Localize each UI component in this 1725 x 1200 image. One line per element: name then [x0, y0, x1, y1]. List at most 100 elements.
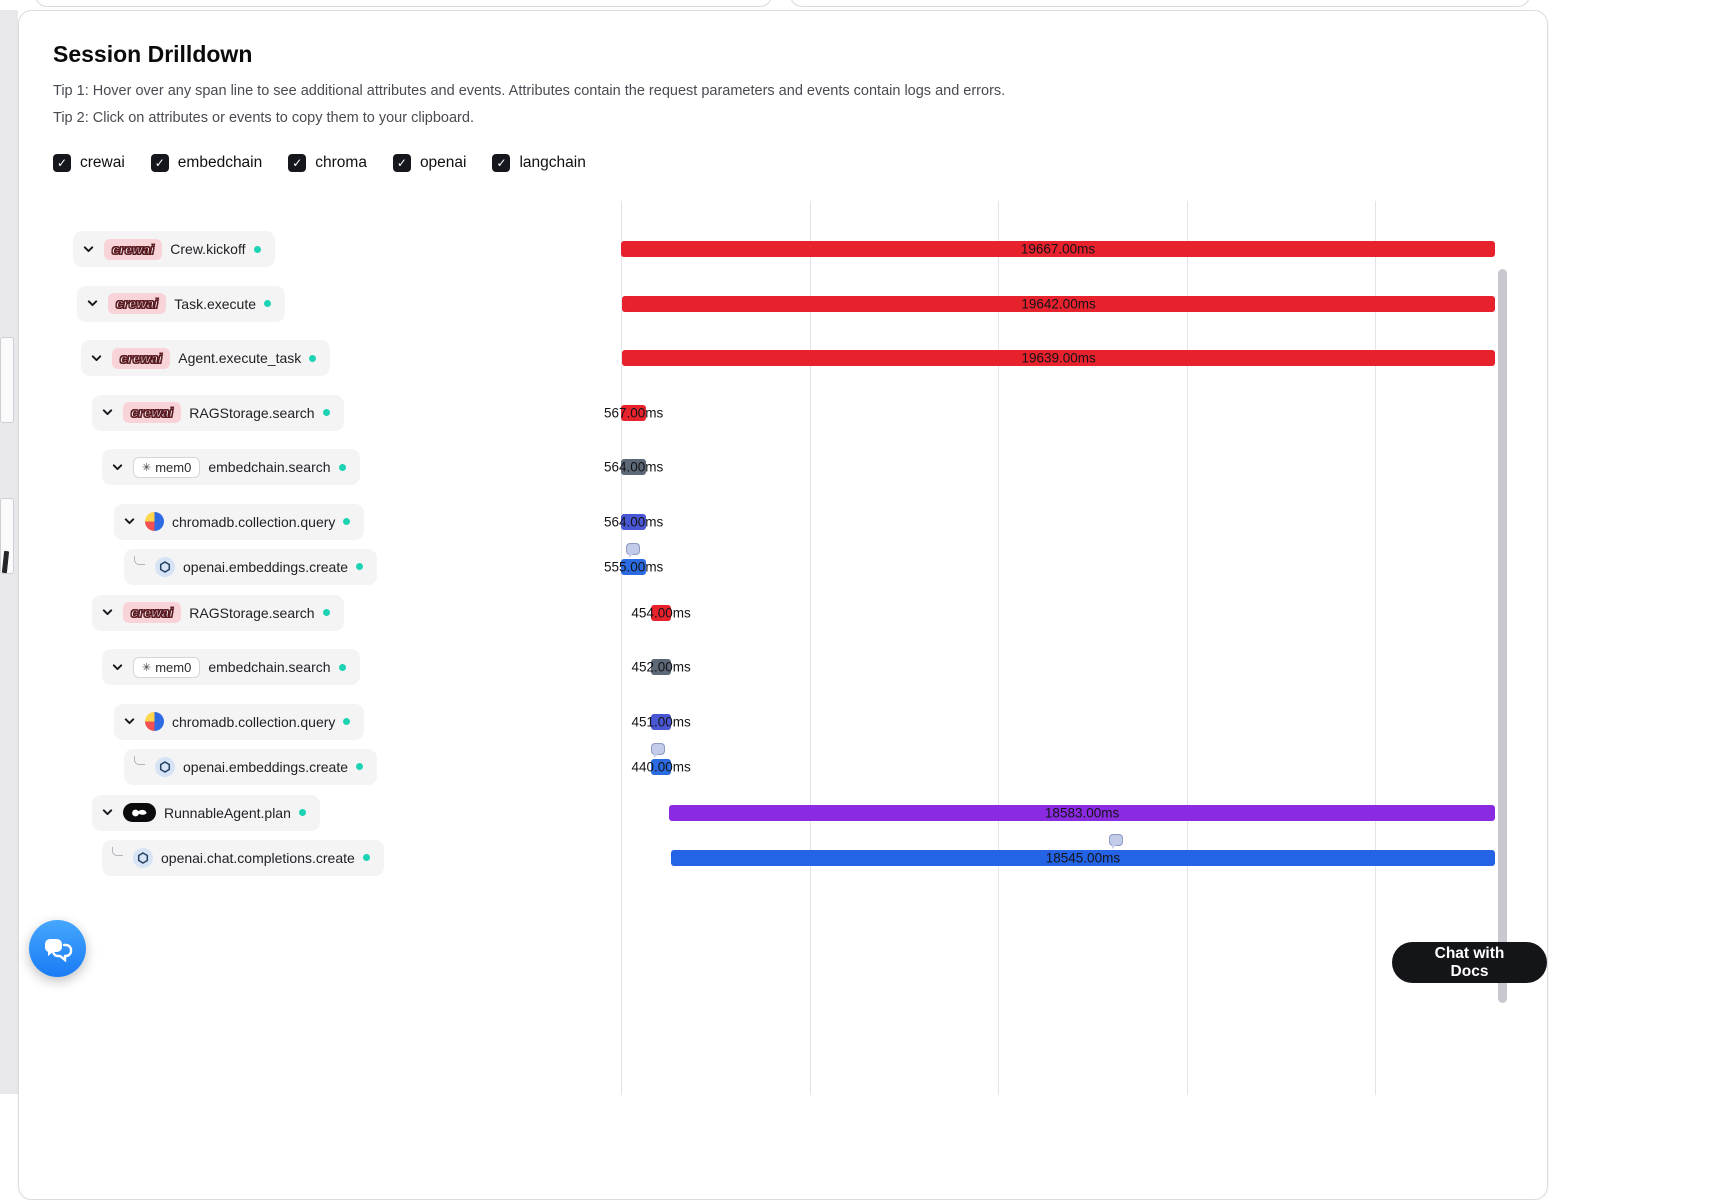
event-bubble-icon[interactable] [650, 742, 665, 758]
duration-bar[interactable]: 440.00ms [632, 758, 691, 775]
tree-elbow-connector [134, 756, 145, 765]
duration-bar[interactable]: 19642.00ms [622, 295, 1495, 312]
mem0-logo: ✳ mem0 [133, 456, 201, 478]
duration-bar[interactable]: 564.00ms [604, 459, 663, 475]
span-name: Task.execute [174, 295, 256, 312]
chevron-down-icon[interactable] [81, 242, 96, 257]
chevron-down-icon[interactable] [100, 605, 115, 620]
chevron-down-icon[interactable] [85, 296, 100, 311]
span-name: chromadb.collection.query [172, 713, 336, 730]
span-name: Crew.kickoff [170, 241, 246, 257]
checkbox-checked[interactable]: ✓ [288, 154, 307, 172]
duration-bar[interactable]: 564.00ms [604, 513, 663, 530]
crewai-logo: crewai [104, 238, 163, 260]
span-name: RAGStorage.search [189, 604, 315, 621]
tree-elbow-connector [134, 556, 145, 565]
duration-bar[interactable]: 18545.00ms [670, 849, 1495, 866]
duration-bar[interactable]: 19639.00ms [622, 350, 1495, 366]
status-dot [338, 663, 346, 671]
mem0-logo: ✳ mem0 [133, 656, 201, 678]
chat-widget-button[interactable] [29, 920, 86, 977]
top-card-right [790, 0, 1530, 7]
duration-label: 19642.00ms [1021, 296, 1096, 311]
event-bubble-icon[interactable] [1108, 833, 1123, 849]
status-dot [309, 354, 317, 362]
filter-label: openai [419, 154, 467, 171]
duration-bar[interactable]: 567.00ms [604, 404, 663, 421]
chevron-down-icon[interactable] [122, 714, 137, 729]
openai-logo [155, 556, 175, 577]
checkbox-checked[interactable]: ✓ [53, 154, 71, 172]
checkbox-checked[interactable]: ✓ [392, 154, 411, 172]
span-row-label[interactable]: openai.embeddings.create [124, 748, 378, 785]
chevron-down-icon[interactable] [122, 514, 137, 529]
status-dot [356, 763, 364, 770]
status-dot [322, 609, 330, 616]
span-row-label[interactable]: chromadb.collection.query [114, 503, 365, 540]
filter-label: embedchain [177, 154, 263, 171]
status-dot [264, 300, 271, 307]
span-name: embedchain.search [208, 459, 331, 475]
duration-bar[interactable]: 454.00ms [631, 604, 691, 621]
crewai-logo: crewai [123, 602, 182, 623]
chevron-down-icon[interactable] [100, 805, 115, 820]
span-row-label[interactable]: RunnableAgent.plan [92, 794, 320, 831]
page-edge-artifact [0, 337, 14, 423]
span-name: openai.embeddings.create [183, 758, 349, 775]
span-name: RAGStorage.search [189, 404, 315, 421]
duration-label: 18583.00ms [1044, 805, 1120, 820]
status-dot [343, 718, 351, 725]
filter-openai[interactable]: ✓ openai [392, 154, 467, 172]
checkbox-checked[interactable]: ✓ [150, 154, 169, 172]
span-row-label[interactable]: crewai RAGStorage.search [92, 394, 344, 431]
chat-with-docs-button[interactable]: Chat with Docs [1392, 942, 1547, 983]
span-row-label[interactable]: crewai Task.execute [77, 285, 285, 322]
span-row-label[interactable]: openai.chat.completions.create [102, 839, 384, 876]
duration-label: 18545.00ms [1045, 850, 1121, 865]
duration-label: 564.00ms [603, 514, 664, 529]
span-row-label[interactable]: crewai RAGStorage.search [92, 594, 344, 631]
filter-label: chroma [315, 154, 367, 171]
span-row-label[interactable]: ✳ mem0 embedchain.search [102, 649, 360, 685]
duration-bar[interactable]: 555.00ms [604, 558, 663, 575]
span-row-label[interactable]: crewai Agent.execute_task [81, 340, 331, 376]
openai-logo [155, 756, 175, 777]
chevron-down-icon[interactable] [89, 351, 104, 366]
chevron-down-icon[interactable] [110, 660, 125, 675]
duration-label: 451.00ms [631, 714, 691, 729]
filter-label: langchain [519, 154, 586, 171]
span-row-label[interactable]: openai.embeddings.create [124, 548, 378, 585]
chevron-down-icon[interactable] [110, 460, 125, 475]
session-drilldown-card: Session Drilldown Tip 1: Hover over any … [18, 10, 1548, 1200]
chevron-down-icon[interactable] [100, 405, 115, 420]
duration-label: 564.00ms [603, 459, 664, 475]
duration-label: 567.00ms [603, 405, 664, 420]
duration-bar[interactable]: 19667.00ms [621, 241, 1495, 257]
duration-bar[interactable]: 18583.00ms [669, 804, 1495, 821]
grid-line [1375, 201, 1376, 1095]
span-row-label[interactable]: chromadb.collection.query [114, 703, 365, 740]
filter-langchain[interactable]: ✓ langchain [492, 154, 586, 172]
filter-chroma[interactable]: ✓ chroma [288, 154, 367, 172]
mem0-text: mem0 [155, 459, 192, 475]
duration-label: 19667.00ms [1020, 241, 1096, 257]
openai-logo [133, 847, 153, 868]
duration-bar[interactable]: 452.00ms [631, 659, 691, 675]
span-row-label[interactable]: ✳ mem0 embedchain.search [102, 449, 360, 485]
crewai-logo: crewai [123, 402, 182, 423]
filter-embedchain[interactable]: ✓ embedchain [150, 154, 263, 172]
tree-elbow-connector [112, 847, 123, 856]
status-dot [343, 518, 351, 525]
filter-crewai[interactable]: ✓ crewai [53, 154, 125, 172]
event-bubble-icon[interactable] [625, 542, 640, 558]
chroma-logo [145, 712, 164, 731]
span-row-label[interactable]: crewai Crew.kickoff [73, 231, 275, 267]
status-dot [356, 563, 364, 570]
duration-bar[interactable]: 451.00ms [631, 713, 691, 730]
vertical-scrollbar[interactable] [1498, 269, 1507, 1003]
filters-row: ✓ crewai ✓ embedchain ✓ chroma ✓ openai ✓ langcha… [53, 154, 586, 172]
checkbox-checked[interactable]: ✓ [492, 154, 511, 172]
status-dot [298, 809, 306, 816]
top-card-left [35, 0, 772, 7]
duration-label: 19639.00ms [1021, 350, 1096, 366]
